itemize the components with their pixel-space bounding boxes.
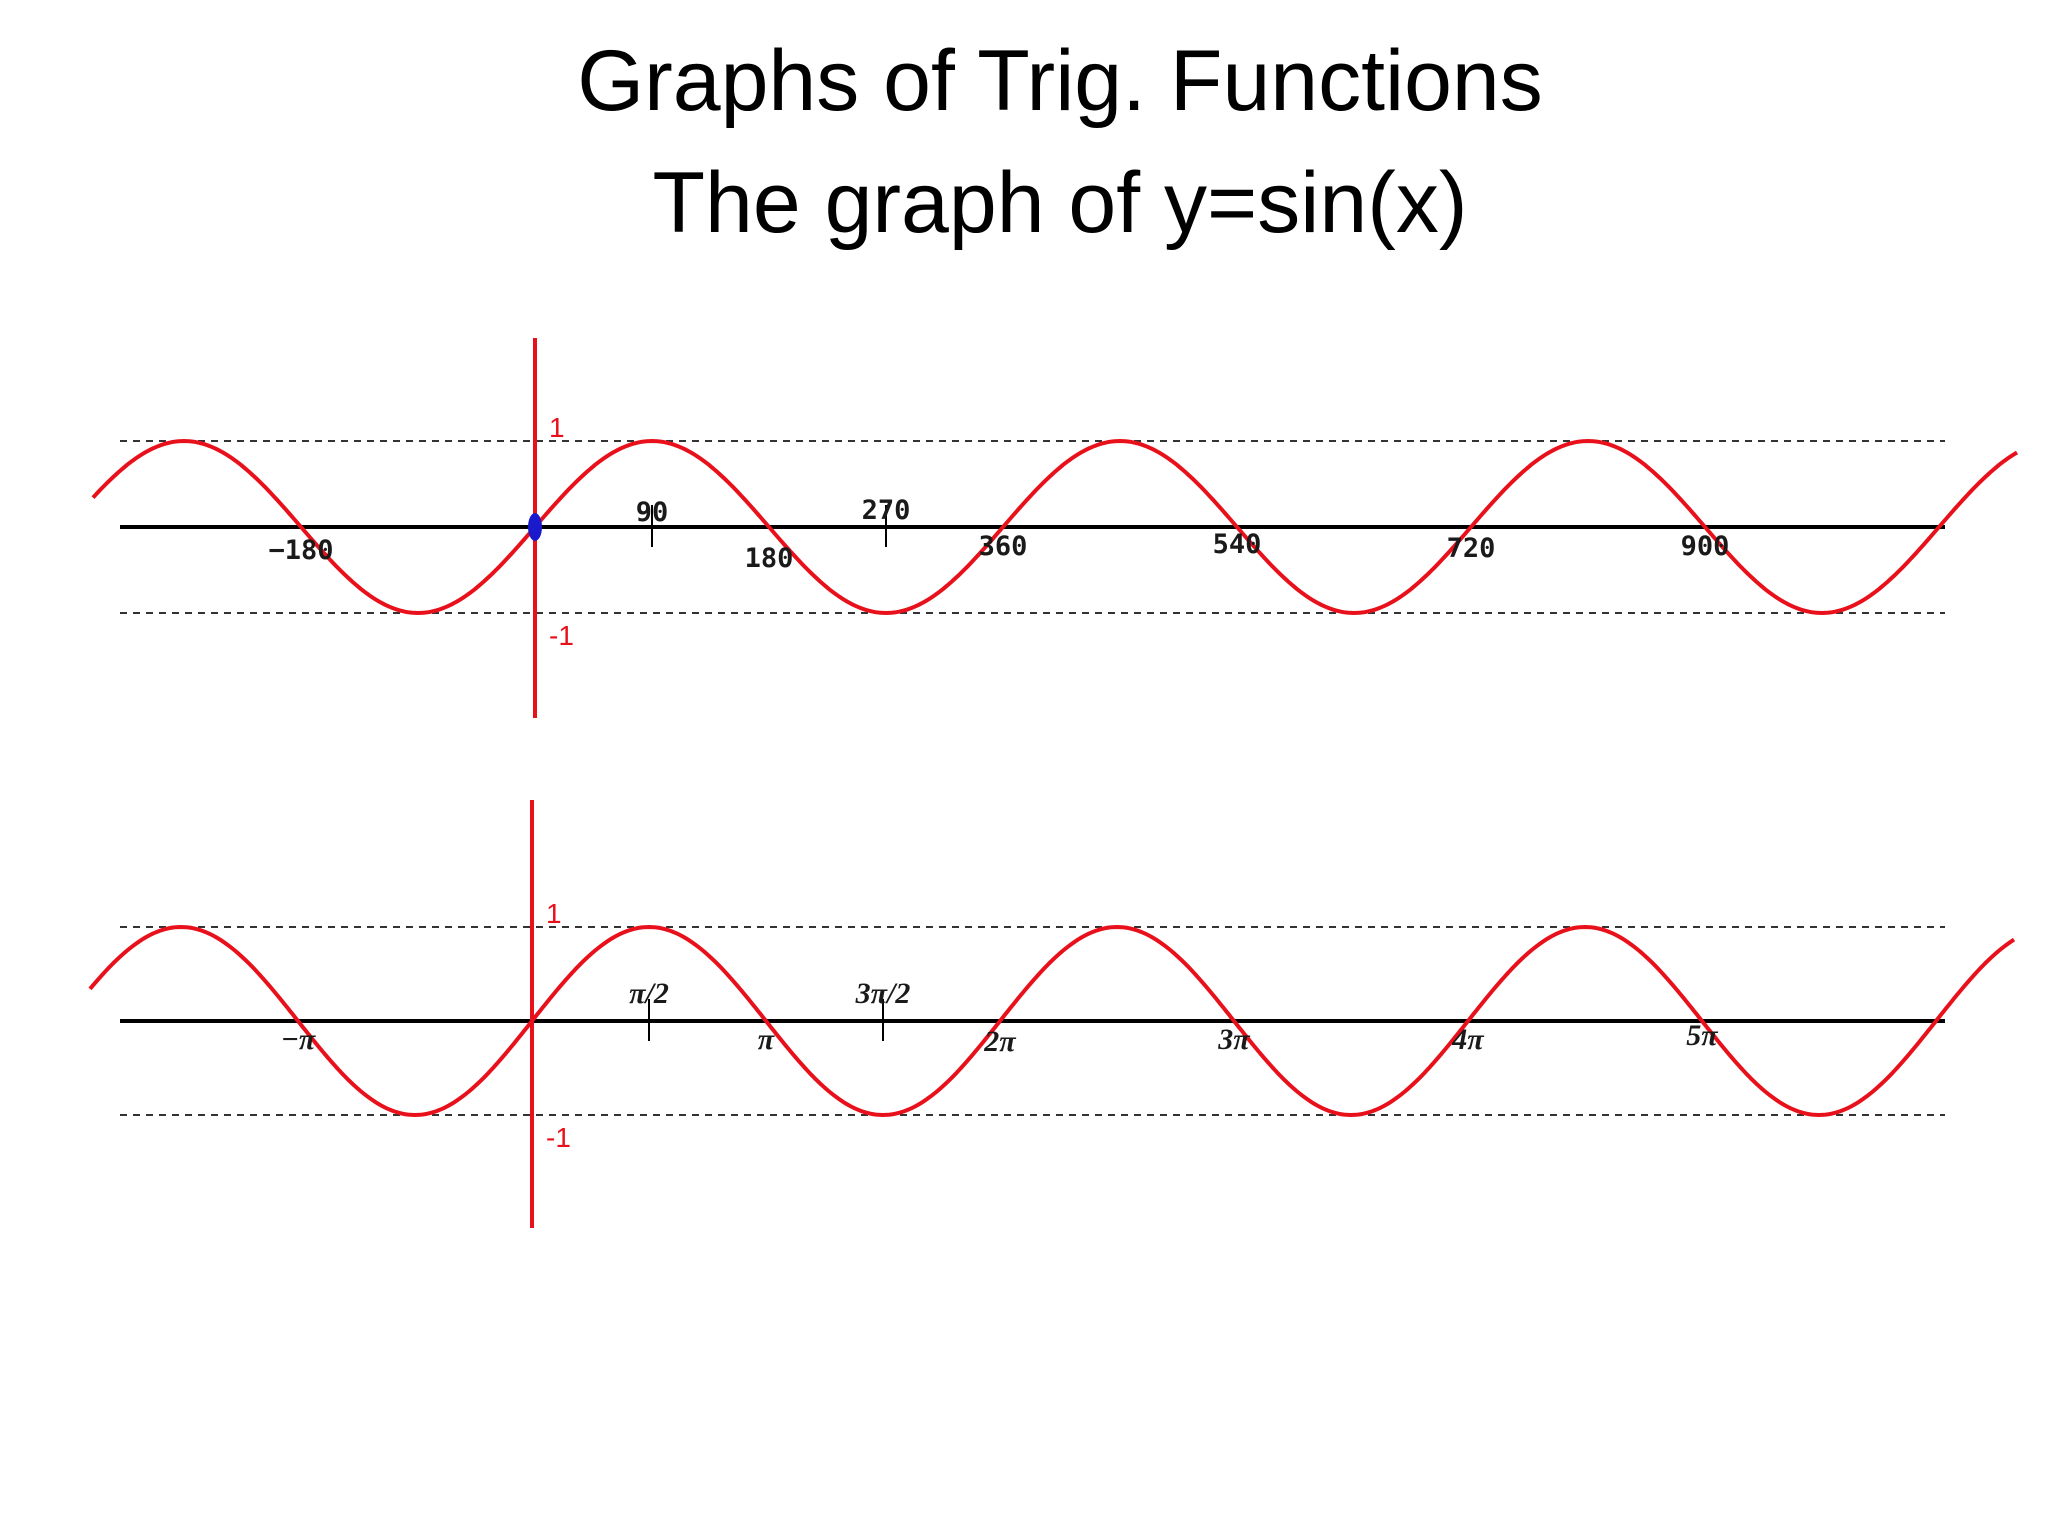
x-tick-label: 2π: [983, 1025, 1016, 1058]
x-tick-label: 720: [1447, 533, 1496, 564]
x-tick-label: 900: [1681, 531, 1730, 562]
x-tick-label: 90: [636, 497, 669, 528]
x-tick-label: 3π: [1217, 1023, 1250, 1056]
x-tick-label: 5π: [1686, 1019, 1718, 1052]
y-tick-label-1: 1: [549, 412, 565, 443]
x-tick-label: 180: [745, 543, 794, 574]
x-tick-label: −180: [268, 535, 333, 566]
y-tick-label-minus-1: -1: [549, 620, 574, 651]
x-tick-label: −π: [281, 1023, 316, 1056]
x-tick-label: 270: [862, 495, 911, 526]
x-tick-label: π/2: [629, 977, 669, 1010]
x-tick-label: π: [758, 1023, 775, 1056]
x-tick-label: 3π/2: [855, 977, 911, 1010]
slide-title: Graphs of Trig. Functions: [577, 33, 1543, 129]
x-tick-label: 4π: [1451, 1023, 1484, 1056]
x-tick-label: 540: [1213, 529, 1262, 560]
origin-point-marker: [528, 513, 542, 541]
sine-curve: [91, 438, 2019, 616]
y-tick-label-1: 1: [546, 898, 562, 929]
x-tick-label: 360: [979, 531, 1028, 562]
y-tick-label-minus-1: -1: [546, 1122, 571, 1153]
slide-subtitle: The graph of y=sin(x): [652, 155, 1468, 251]
sine-curve: [88, 924, 2016, 1118]
